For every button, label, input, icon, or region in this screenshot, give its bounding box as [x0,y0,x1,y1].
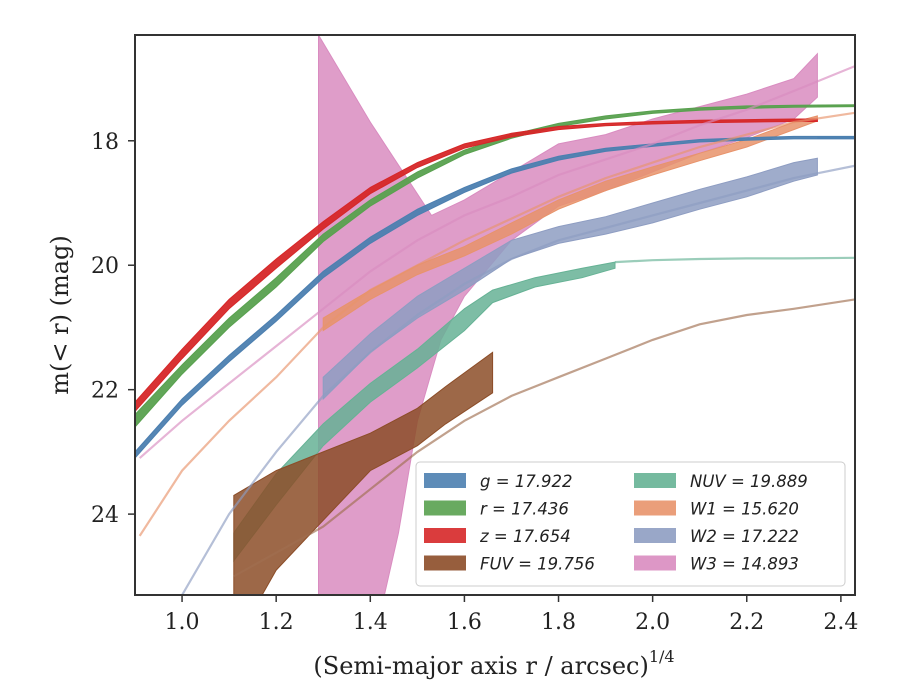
y-tick-label: 18 [91,130,119,155]
x-tick-label: 2.4 [823,610,858,635]
model-curve-w1 [138,111,855,537]
x-tick-label: 1.0 [165,610,200,635]
legend-swatch-w3 [634,555,676,571]
y-axis: 18 20 22 24 [91,130,135,528]
model-curve-nuv [614,256,855,264]
plot-frame [134,34,856,596]
legend-swatch-g [424,473,466,488]
x-tick-label: 2.2 [729,610,764,635]
x-tick-label: 1.8 [541,610,576,635]
band-nuv [233,261,616,563]
band-w2 [322,157,818,401]
y-axis-label: m(< r) (mag) [46,235,74,394]
legend: g = 17.922 r = 17.436 z = 17.654 FUV = 19.7… [415,461,846,587]
legend-swatch-fuv [424,555,466,571]
model-curve-fuv [233,298,855,578]
legend-label-nuv: NUV = 19.889 [690,472,808,491]
x-tick-label: 1.2 [259,610,294,635]
x-axis: 1.0 1.2 1.4 1.6 1.8 2.0 2.2 2.4 [165,595,858,635]
model-curve-w2 [181,164,855,595]
legend-label-w3: W3 = 14.893 [690,555,799,574]
plot-area [135,35,855,595]
x-axis-label-text: (Semi-major axis r / arcsec) [313,652,648,680]
y-tick-label: 22 [91,379,119,404]
legend-label-fuv: FUV = 19.756 [480,555,595,574]
legend-frame [415,461,846,587]
x-tick-label: 2.0 [635,610,670,635]
legend-swatch-nuv [634,473,676,488]
x-tick-label: 1.6 [447,610,482,635]
legend-label-g: g = 17.922 [480,472,573,491]
band-fuv [233,351,494,595]
model-curve-w3 [138,65,855,459]
legend-label-r: r = 17.436 [480,500,569,519]
band-r [135,104,855,428]
legend-label-w1: W1 = 15.620 [690,500,799,519]
y-tick-label: 20 [91,254,119,279]
legend-swatch-z [424,528,466,543]
legend-swatch-r [424,500,466,516]
legend-label-w2: W2 = 17.222 [690,527,799,546]
x-axis-label-exponent: 1/4 [649,647,675,666]
x-tick-label: 1.4 [353,610,388,635]
band-g [135,135,855,459]
y-tick-label: 24 [91,503,119,528]
x-axis-label: (Semi-major axis r / arcsec)1/4 [313,647,674,680]
legend-swatch-w2 [634,528,676,543]
legend-swatch-w1 [634,500,676,516]
legend-label-z: z = 17.654 [479,527,571,546]
